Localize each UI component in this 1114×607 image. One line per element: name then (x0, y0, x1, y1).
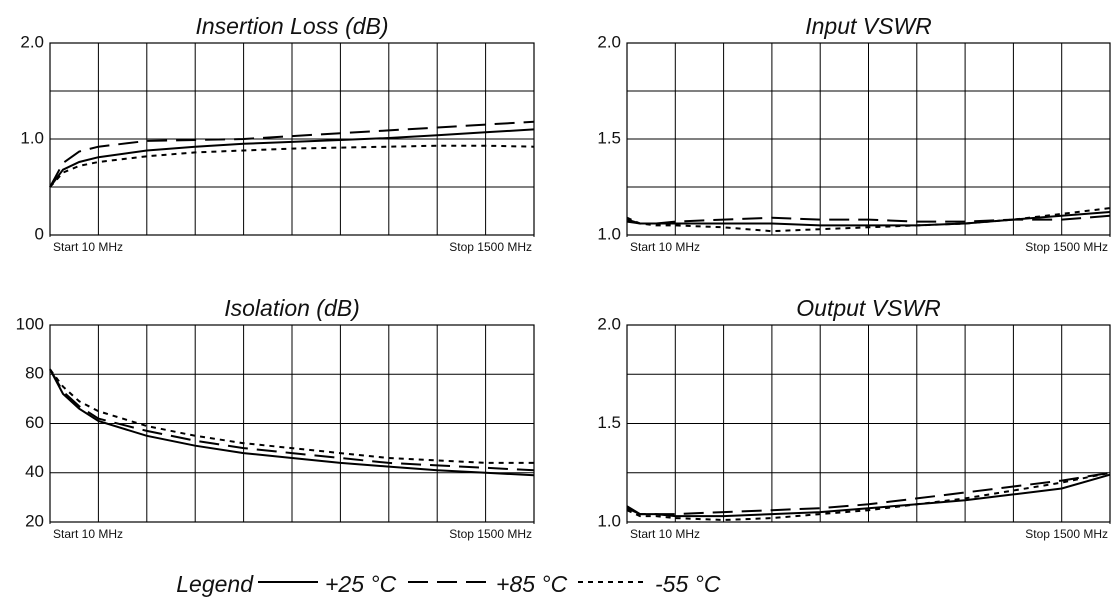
x-tick-label: Start 10 MHz (53, 527, 123, 541)
chart-title: Insertion Loss (dB) (195, 13, 388, 39)
plot-frame (49, 42, 535, 236)
series-line (49, 120, 535, 188)
x-tick-label: Start 10 MHz (53, 240, 123, 254)
series-line (49, 368, 535, 477)
chart-title: Output VSWR (796, 295, 940, 321)
y-tick-label: 1.0 (20, 128, 44, 147)
y-tick-label: 1.0 (597, 224, 621, 243)
x-tick-label: Stop 1500 MHz (1025, 527, 1108, 541)
y-tick-label: 40 (25, 462, 44, 481)
x-tick-label: Start 10 MHz (630, 527, 700, 541)
legend-label: -55 °C (655, 571, 721, 597)
y-tick-label: 1.5 (597, 128, 621, 147)
series-line (626, 214, 1111, 225)
y-tick-label: 1.5 (597, 413, 621, 432)
x-tick-label: Stop 1500 MHz (449, 240, 532, 254)
y-tick-label: 1.0 (597, 511, 621, 530)
chart-title: Input VSWR (805, 13, 932, 39)
y-tick-label: 0 (35, 224, 44, 243)
y-tick-label: 2.0 (20, 32, 44, 51)
legend-title: Legend (176, 571, 254, 597)
y-tick-label: 80 (25, 364, 44, 383)
y-tick-label: 20 (25, 511, 44, 530)
series-line (49, 128, 535, 188)
series-line (49, 368, 535, 472)
series-line (626, 471, 1111, 522)
legend-label: +25 °C (325, 571, 397, 597)
plot-frame (626, 324, 1111, 523)
series-line (49, 144, 535, 188)
series-line (626, 207, 1111, 233)
x-tick-label: Stop 1500 MHz (449, 527, 532, 541)
series-line (626, 471, 1111, 516)
y-tick-label: 60 (25, 413, 44, 432)
y-tick-label: 2.0 (597, 32, 621, 51)
x-tick-label: Start 10 MHz (630, 240, 700, 254)
plot-frame (49, 324, 535, 523)
legend-label: +85 °C (496, 571, 568, 597)
y-tick-label: 100 (16, 314, 44, 333)
y-tick-label: 2.0 (597, 314, 621, 333)
x-tick-label: Stop 1500 MHz (1025, 240, 1108, 254)
chart-title: Isolation (dB) (224, 295, 360, 321)
series-line (49, 368, 534, 464)
plot-frame (626, 42, 1111, 236)
